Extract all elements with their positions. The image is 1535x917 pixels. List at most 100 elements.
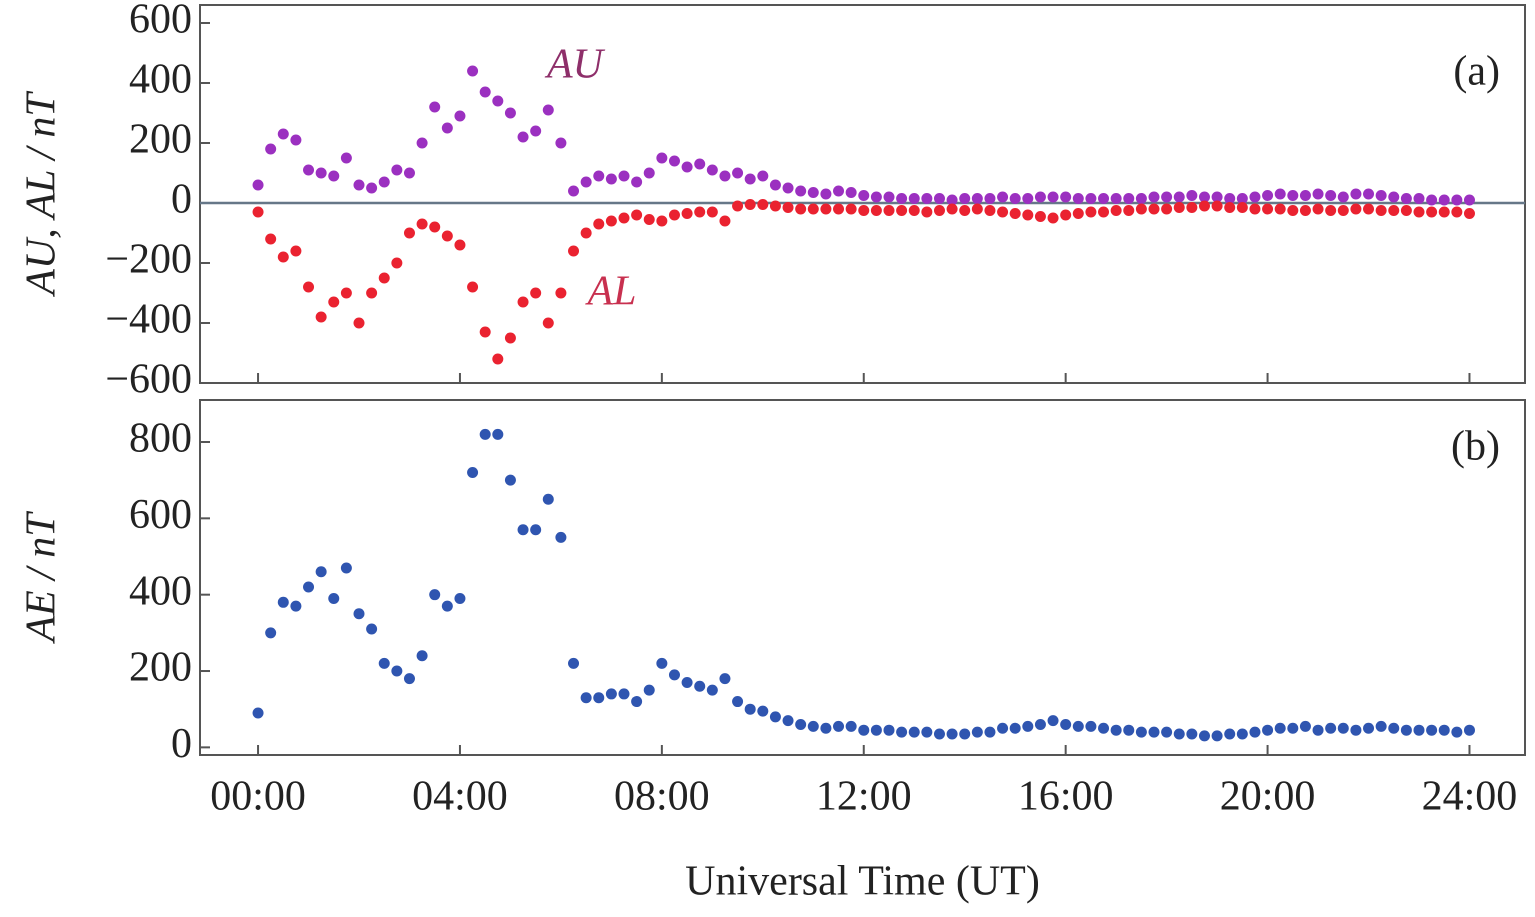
data-point xyxy=(1085,720,1097,732)
data-point xyxy=(997,191,1009,203)
data-point xyxy=(1161,191,1173,203)
data-point xyxy=(1148,726,1160,738)
data-point xyxy=(1110,193,1122,204)
y-tick-label: 200 xyxy=(129,645,192,691)
data-point xyxy=(252,179,264,191)
data-point xyxy=(1287,722,1299,734)
data-point xyxy=(1337,191,1349,203)
data-point xyxy=(1274,188,1286,200)
data-point xyxy=(492,428,504,440)
data-point xyxy=(1388,722,1400,734)
data-point xyxy=(896,205,908,216)
data-point xyxy=(1274,203,1286,215)
data-point xyxy=(353,608,365,620)
data-point xyxy=(744,703,756,715)
data-point xyxy=(1186,728,1198,740)
data-point xyxy=(1388,205,1400,216)
data-point xyxy=(403,673,415,685)
data-point xyxy=(1085,193,1097,204)
data-point xyxy=(303,581,315,593)
data-point xyxy=(1312,724,1324,736)
data-point xyxy=(883,205,895,216)
data-point xyxy=(1211,730,1223,742)
data-point xyxy=(959,193,971,204)
data-point xyxy=(668,209,680,221)
data-point xyxy=(807,203,819,215)
data-point xyxy=(530,125,542,137)
data-point xyxy=(959,728,971,740)
data-point xyxy=(1009,722,1021,734)
data-point xyxy=(1426,724,1438,736)
data-point xyxy=(656,215,668,227)
data-point xyxy=(290,245,302,257)
data-point xyxy=(1022,720,1034,732)
data-point xyxy=(959,205,971,216)
data-point xyxy=(403,227,415,239)
data-point xyxy=(378,176,390,188)
data-point xyxy=(921,206,933,218)
data-point xyxy=(1413,724,1425,736)
data-point xyxy=(328,296,340,308)
data-point xyxy=(1375,190,1387,201)
data-point xyxy=(290,134,302,146)
data-point xyxy=(631,696,643,708)
data-point xyxy=(605,173,617,185)
data-point xyxy=(542,493,554,505)
data-point xyxy=(429,221,441,233)
data-point xyxy=(681,676,693,688)
data-point xyxy=(1463,208,1475,219)
data-point xyxy=(1388,191,1400,203)
data-point xyxy=(1072,720,1084,732)
data-point xyxy=(1274,722,1286,734)
y-tick-label: 400 xyxy=(129,568,192,614)
data-point xyxy=(1236,728,1248,740)
data-point xyxy=(391,164,403,176)
data-point xyxy=(492,353,504,365)
y-tick-label: 600 xyxy=(129,492,192,538)
data-point xyxy=(1123,724,1135,736)
data-point xyxy=(517,524,529,536)
data-point xyxy=(1262,190,1274,201)
data-point xyxy=(1098,722,1110,734)
data-point xyxy=(795,203,807,215)
data-point xyxy=(946,728,958,740)
data-point xyxy=(870,191,882,203)
data-point xyxy=(1438,724,1450,736)
data-point xyxy=(656,657,668,669)
data-point xyxy=(353,179,365,191)
data-point xyxy=(719,215,731,227)
data-point xyxy=(1299,205,1311,216)
data-point xyxy=(618,170,630,182)
data-point xyxy=(530,524,542,536)
data-point xyxy=(1350,724,1362,736)
series-annotation: AL xyxy=(584,269,636,315)
data-point xyxy=(1072,208,1084,219)
data-point xyxy=(1438,194,1450,206)
panel-label: (a) xyxy=(1453,49,1500,95)
data-point xyxy=(1211,191,1223,203)
data-point xyxy=(1337,205,1349,216)
data-point xyxy=(492,95,504,107)
data-point xyxy=(555,531,567,543)
data-point xyxy=(580,227,592,239)
y-axis-label: AU, AL / nT xyxy=(19,91,65,298)
data-point xyxy=(277,596,289,608)
data-point xyxy=(1198,191,1210,203)
data-point xyxy=(1022,209,1034,221)
data-point xyxy=(908,205,920,216)
data-point xyxy=(315,167,327,179)
data-point xyxy=(1413,206,1425,218)
data-point xyxy=(1337,722,1349,734)
data-point xyxy=(643,214,655,225)
data-point xyxy=(1098,193,1110,204)
y-axis-label: AE / nT xyxy=(19,511,65,645)
data-point xyxy=(896,726,908,738)
data-point xyxy=(315,311,327,323)
data-point xyxy=(1173,728,1185,740)
data-point xyxy=(1438,206,1450,218)
data-point xyxy=(1463,724,1475,736)
data-point xyxy=(1236,193,1248,204)
data-point xyxy=(1400,724,1412,736)
data-point xyxy=(1249,191,1261,203)
data-point xyxy=(1413,193,1425,204)
